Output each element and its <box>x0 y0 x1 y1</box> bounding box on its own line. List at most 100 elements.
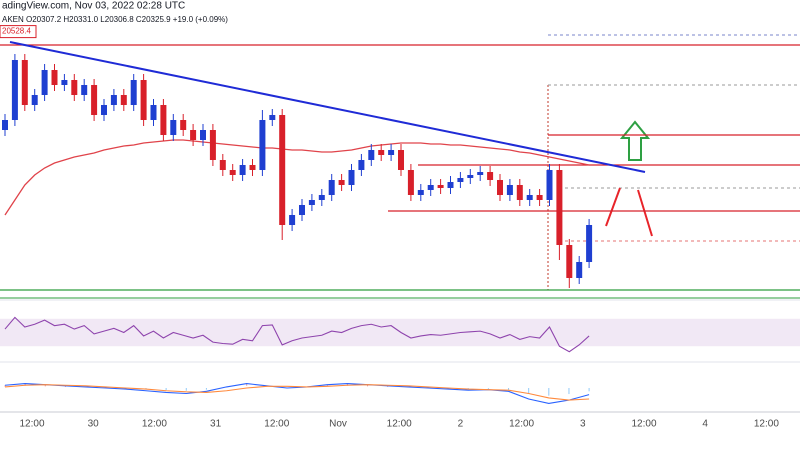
candle-body <box>200 130 206 140</box>
red-path <box>605 187 621 227</box>
candle-body <box>11 60 18 120</box>
candle-body <box>140 80 147 120</box>
candle-body <box>526 195 533 200</box>
candle-body <box>576 262 583 278</box>
macd-histogram <box>4 385 6 387</box>
macd-histogram <box>165 388 167 391</box>
macd-histogram <box>487 388 489 389</box>
candle-body <box>467 175 474 178</box>
candle-body <box>566 245 573 278</box>
candle-body <box>190 130 197 140</box>
macd-histogram <box>44 384 46 387</box>
candle-body <box>160 105 167 135</box>
x-tick-label: 12:00 <box>754 419 779 430</box>
moving-average <box>4 139 590 216</box>
trendline <box>9 41 646 173</box>
candle-body <box>497 180 503 195</box>
candle-body <box>457 178 464 182</box>
x-tick-label: 12:00 <box>19 419 44 430</box>
x-axis: 12:00 30 12:00 31 12:00 Nov 12:00 2 12:00 3 12:00 4… <box>19 419 779 430</box>
up-arrow <box>619 120 651 161</box>
price-label: 20528.4 <box>2 27 31 36</box>
candle-body <box>546 170 553 200</box>
candle-body <box>536 195 543 200</box>
candle-body <box>398 150 404 170</box>
candle-body <box>81 85 88 95</box>
candle-body <box>477 172 484 175</box>
candle-body <box>447 182 454 188</box>
candle-body <box>556 170 563 245</box>
macd-histogram <box>548 388 550 396</box>
candle-body <box>180 120 187 130</box>
candle-body <box>51 70 58 85</box>
candle-body <box>41 70 48 95</box>
candle-body <box>289 215 296 225</box>
candle-body <box>2 120 8 130</box>
macd-histogram <box>367 384 369 387</box>
candle-body <box>279 115 286 225</box>
candle-body <box>101 105 107 115</box>
macd-histogram <box>508 388 510 390</box>
red-path <box>637 189 653 237</box>
candle-body <box>120 95 127 105</box>
macd-histogram <box>588 388 590 392</box>
candle-body <box>516 185 523 200</box>
macd-histogram <box>528 388 530 394</box>
candle-body <box>259 120 266 170</box>
macd-histogram <box>568 388 570 395</box>
x-tick-label: Nov <box>329 419 347 430</box>
macd-histogram <box>185 388 187 391</box>
x-tick-label: 12:00 <box>142 419 167 430</box>
x-tick-label: 2 <box>458 419 464 430</box>
candle-body <box>378 150 385 155</box>
chart-title: adingView.com, Nov 03, 2022 02:28 UTC <box>2 1 185 12</box>
candle-body <box>150 105 157 120</box>
x-tick-label: 30 <box>88 419 100 430</box>
candle-body <box>229 170 236 175</box>
candle-body <box>110 95 117 105</box>
candle-body <box>407 170 414 195</box>
candle-body <box>61 80 68 85</box>
ohlc-info: AKEN O20307.2 H20331.0 L20306.8 C20325.9… <box>2 15 228 24</box>
candle-body <box>586 225 593 262</box>
candle-body <box>239 165 246 175</box>
rsi-band <box>0 318 800 347</box>
candle-body <box>130 80 137 105</box>
candle-body <box>437 185 444 188</box>
macd-histogram <box>205 388 207 390</box>
candle-body <box>487 172 494 180</box>
macd-histogram <box>246 383 248 386</box>
candle-body <box>338 180 345 185</box>
candle-body <box>368 150 375 160</box>
rsi-line <box>4 316 590 353</box>
x-tick-label: 12:00 <box>509 419 534 430</box>
macd-histogram <box>326 384 328 387</box>
x-tick-label: 3 <box>580 419 586 430</box>
x-tick-label: 12:00 <box>387 419 412 430</box>
candle-body <box>328 180 335 195</box>
candle-body <box>31 95 38 105</box>
x-tick-label: 12:00 <box>631 419 656 430</box>
candle-body <box>358 160 365 170</box>
candle-body <box>269 115 276 120</box>
candle-body <box>91 85 98 115</box>
candle-body <box>249 165 256 170</box>
candle-body <box>170 120 177 135</box>
x-tick-label: 12:00 <box>264 419 289 430</box>
candle-body <box>427 185 434 190</box>
candle-body <box>506 185 513 195</box>
candle-body <box>388 150 395 155</box>
candle-body <box>71 80 78 95</box>
macd-line <box>4 384 590 401</box>
candle-body <box>209 130 216 160</box>
x-tick-label: 4 <box>702 419 708 430</box>
candle-body <box>348 170 355 185</box>
candle-body <box>308 200 315 205</box>
candle-body <box>417 190 424 195</box>
candle-body <box>219 160 226 170</box>
price-label-box <box>0 25 37 39</box>
x-tick-label: 31 <box>210 419 222 430</box>
